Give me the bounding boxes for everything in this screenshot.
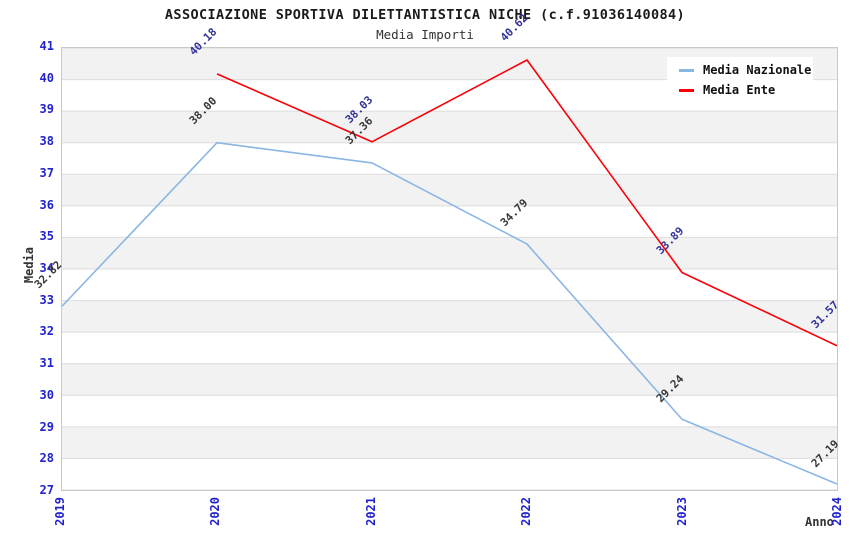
legend-label: Media Ente (703, 83, 776, 97)
plot-band (62, 237, 837, 269)
x-tick-label: 2020 (208, 497, 223, 526)
legend: Media Nazionale Media Ente (667, 57, 813, 105)
plot-band (62, 363, 837, 396)
y-tick-label: 28 (39, 451, 54, 466)
y-tick-label: 35 (39, 229, 54, 244)
y-tick-label: 38 (39, 134, 54, 149)
plot-svg (62, 48, 837, 490)
x-tick-label: 2022 (519, 497, 534, 526)
legend-swatch (679, 88, 694, 92)
y-tick-label: 29 (39, 419, 54, 434)
plot-area (61, 47, 838, 491)
chart-title: ASSOCIAZIONE SPORTIVA DILETTANTISTICA NI… (164, 7, 686, 23)
series-line-media-ente (216, 59, 837, 347)
y-tick-label: 39 (39, 102, 54, 117)
legend-item-media-nazionale: Media Nazionale (667, 60, 813, 80)
y-tick-label: 36 (39, 197, 54, 212)
plot-band (62, 111, 837, 143)
plot-band (62, 300, 837, 333)
y-tick-label: 27 (39, 483, 54, 497)
y-tick-label: 37 (39, 165, 54, 180)
x-axis-title: Anno (805, 515, 834, 529)
x-tick-label: 2021 (363, 497, 378, 526)
y-tick-label: 30 (39, 387, 54, 402)
plot-band (62, 174, 837, 206)
y-tick-label: 32 (39, 324, 54, 339)
y-tick-label: 40 (39, 70, 54, 85)
legend-item-media-ente: Media Ente (667, 80, 813, 100)
x-tick-label: 2023 (674, 497, 689, 526)
series-line-media-nazionale (62, 141, 837, 485)
legend-label: Media Nazionale (703, 63, 812, 77)
x-tick-label: 2024 (830, 497, 844, 526)
chart-subtitle: Media Importi (376, 27, 474, 42)
y-tick-label: 31 (39, 356, 54, 371)
plot-band (62, 426, 837, 459)
y-tick-label: 33 (39, 292, 54, 307)
y-tick-label: 41 (39, 39, 54, 53)
x-tick-label: 2019 (53, 497, 67, 526)
legend-swatch (679, 68, 694, 72)
y-tick-label: 34 (39, 261, 54, 275)
